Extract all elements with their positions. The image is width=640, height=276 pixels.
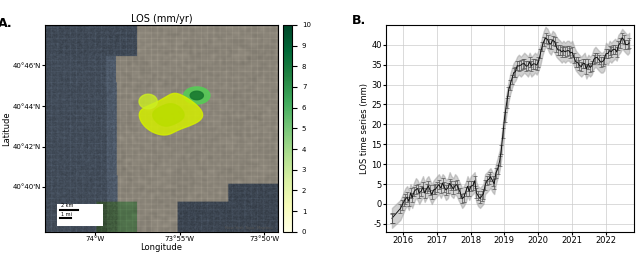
Text: New York Topo, Mapbox: New York Topo, Mapbox [225, 226, 273, 230]
Y-axis label: Latitude: Latitude [2, 111, 11, 146]
FancyBboxPatch shape [57, 204, 102, 226]
X-axis label: Longitude: Longitude [140, 243, 182, 252]
Polygon shape [140, 93, 203, 135]
Polygon shape [153, 104, 184, 126]
Polygon shape [184, 87, 210, 104]
Title: LOS (mm/yr): LOS (mm/yr) [131, 14, 192, 24]
Text: B.: B. [351, 14, 366, 28]
Y-axis label: LOS time series (mm): LOS time series (mm) [360, 83, 369, 174]
Polygon shape [139, 94, 157, 109]
Text: 1 mi: 1 mi [61, 212, 72, 217]
Polygon shape [190, 91, 204, 100]
Text: 2 km: 2 km [61, 203, 74, 208]
Text: A.: A. [0, 17, 13, 30]
